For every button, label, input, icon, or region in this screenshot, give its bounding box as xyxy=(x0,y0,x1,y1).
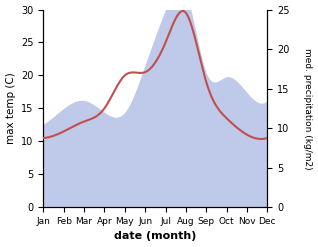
X-axis label: date (month): date (month) xyxy=(114,231,197,242)
Y-axis label: med. precipitation (kg/m2): med. precipitation (kg/m2) xyxy=(303,48,313,169)
Y-axis label: max temp (C): max temp (C) xyxy=(5,72,16,144)
